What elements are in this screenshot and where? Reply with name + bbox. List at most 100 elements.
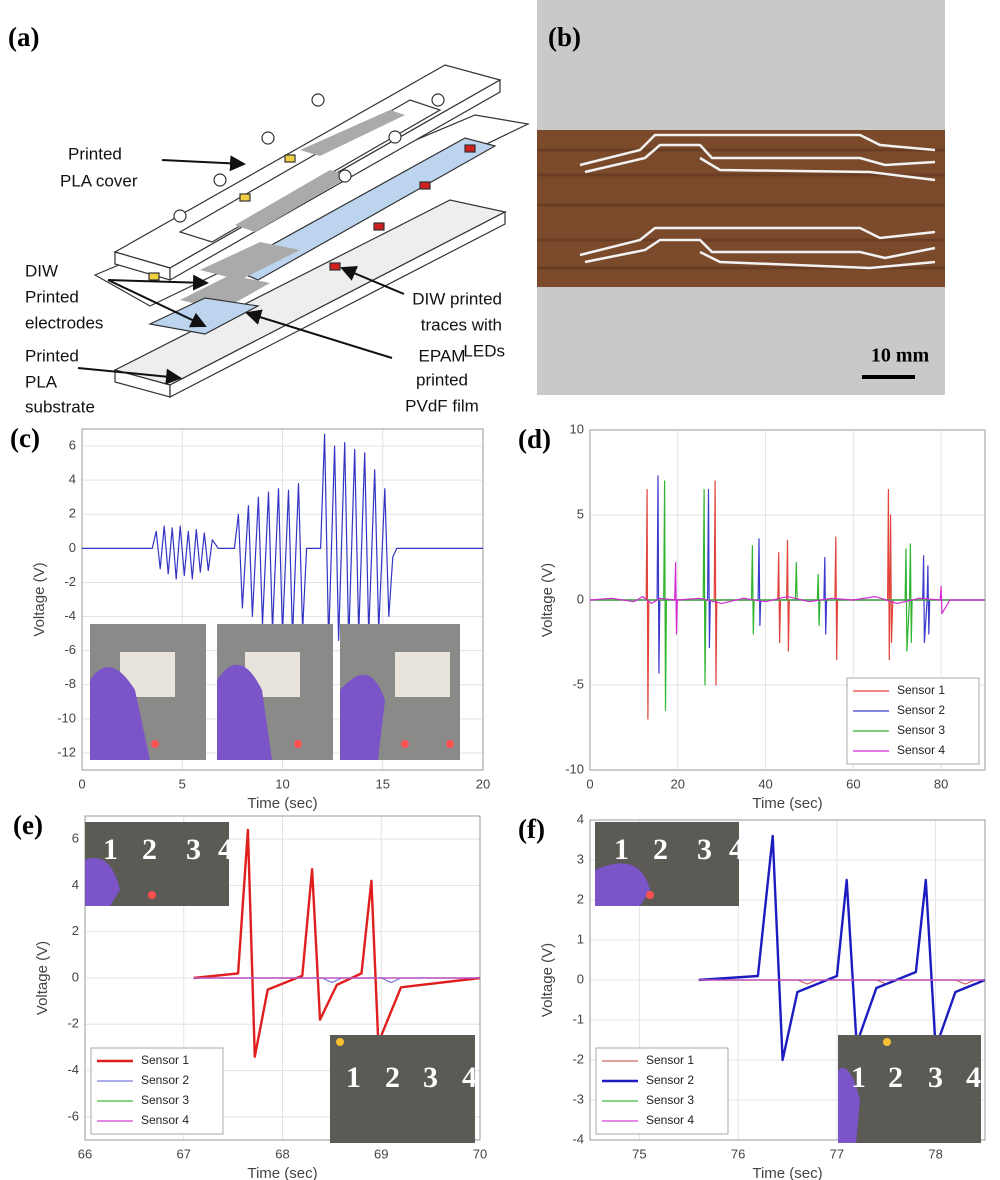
y-tick-label: 6 [69, 437, 76, 452]
x-tick-label: 69 [374, 1146, 388, 1161]
x-tick-label: 78 [928, 1146, 942, 1161]
inset-label: 3 [423, 1061, 438, 1094]
y-tick-label: -6 [64, 642, 76, 657]
inset-label: 1 [851, 1061, 866, 1094]
diagram-label: PLA cover [60, 171, 138, 190]
panel-label: (c) [10, 423, 40, 453]
inset-label: 2 [385, 1061, 400, 1094]
diagram-label: DIW [25, 261, 58, 280]
y-tick-label: -1 [572, 1011, 584, 1026]
data-line [589, 562, 985, 635]
inset-label: 1 [614, 833, 629, 866]
x-tick-label: 75 [632, 1146, 646, 1161]
y-tick-label: 0 [72, 969, 79, 984]
inset-label: 3 [186, 833, 201, 866]
inset-label: 2 [653, 833, 668, 866]
y-axis-label: Voltage (V) [31, 562, 48, 636]
inset-label: 4 [218, 833, 233, 866]
x-tick-label: 10 [275, 776, 289, 791]
legend-box [90, 1047, 224, 1135]
x-tick-label: 70 [473, 1146, 487, 1161]
panel-label: (f) [518, 814, 545, 844]
x-tick-label: 80 [934, 776, 948, 791]
x-tick-label: 66 [78, 1146, 92, 1161]
panel-label: (e) [13, 810, 43, 840]
inset-label: 4 [966, 1061, 981, 1094]
legend-box [846, 677, 980, 765]
y-tick-label: 1 [577, 931, 584, 946]
scale-bar-label: 10 mm [871, 345, 930, 367]
diagram-label: Printed [68, 144, 122, 163]
photo-inset: 1 2 3 4 1 2 3 4 [85, 822, 477, 1143]
y-tick-label: -4 [572, 1131, 584, 1146]
data-line [193, 828, 481, 1058]
inset-label: 3 [928, 1061, 943, 1094]
x-axis-label: Time (sec) [752, 795, 822, 812]
photo [537, 0, 945, 395]
y-tick-label: -6 [67, 1108, 79, 1123]
legend-label: Sensor 2 [141, 1073, 189, 1087]
x-tick-label: 0 [78, 776, 85, 791]
arrows [77, 155, 405, 385]
legend-label: Sensor 4 [646, 1113, 694, 1127]
data-line [698, 834, 986, 1062]
inset-label: 4 [462, 1061, 477, 1094]
y-tick-label: -8 [64, 676, 76, 691]
y-axis-label: Voltage (V) [34, 941, 51, 1015]
y-tick-label: -2 [67, 1016, 79, 1031]
x-tick-label: 60 [846, 776, 860, 791]
diagram-label: printed [416, 370, 468, 389]
diagram-label: DIW printed [412, 289, 502, 308]
diagram-label: traces with [421, 315, 502, 334]
y-tick-label: 4 [72, 877, 79, 892]
x-tick-label: 76 [731, 1146, 745, 1161]
x-axis-label: Time (sec) [752, 1165, 822, 1180]
x-tick-label: 68 [275, 1146, 289, 1161]
y-tick-label: 6 [72, 831, 79, 846]
inset-label: 2 [142, 833, 157, 866]
legend-label: Sensor 3 [646, 1093, 694, 1107]
y-tick-label: 3 [577, 851, 584, 866]
x-tick-label: 5 [179, 776, 186, 791]
diagram-label: substrate [25, 397, 95, 416]
panel-label: (b) [548, 22, 581, 52]
y-tick-label: 4 [577, 811, 584, 826]
panel-label: (d) [518, 424, 551, 454]
legend-label: Sensor 3 [141, 1093, 189, 1107]
legend-box [595, 1047, 729, 1135]
y-tick-label: 0 [577, 591, 584, 606]
diagram-label: EPAM [419, 346, 466, 365]
diagram-label: Printed [25, 287, 79, 306]
y-tick-label: 0 [577, 971, 584, 986]
y-tick-label: -4 [64, 608, 76, 623]
inset-label: 4 [729, 833, 744, 866]
inset-label: 1 [346, 1061, 361, 1094]
y-axis-label: Voltage (V) [539, 563, 556, 637]
y-tick-label: -4 [67, 1062, 79, 1077]
x-tick-label: 15 [376, 776, 390, 791]
y-tick-label: -3 [572, 1091, 584, 1106]
y-tick-label: 2 [577, 891, 584, 906]
legend-label: Sensor 3 [897, 723, 945, 737]
y-tick-label: 2 [69, 506, 76, 521]
legend-label: Sensor 4 [141, 1113, 189, 1127]
y-tick-label: -10 [565, 761, 584, 776]
axes-frame [81, 428, 484, 771]
y-tick-label: 10 [570, 421, 584, 436]
x-tick-label: 0 [586, 776, 593, 791]
y-tick-label: 4 [69, 472, 76, 487]
data-line [82, 433, 483, 643]
photo-inset [90, 624, 460, 760]
diagram-label: PVdF film [405, 396, 479, 415]
inset-label: 1 [103, 833, 118, 866]
legend-label: Sensor 1 [897, 683, 945, 697]
legend-label: Sensor 1 [646, 1053, 694, 1067]
photo-inset: 1 2 3 4 1 2 3 4 [595, 822, 981, 1143]
x-axis-label: Time (sec) [247, 795, 317, 812]
panel-label: (a) [8, 22, 39, 52]
inset-label: 3 [697, 833, 712, 866]
insets: 1 2 3 4 1 2 3 4 1 2 3 4 1 2 3 4 [85, 624, 981, 1143]
y-tick-label: 2 [72, 923, 79, 938]
y-tick-label: 5 [577, 506, 584, 521]
